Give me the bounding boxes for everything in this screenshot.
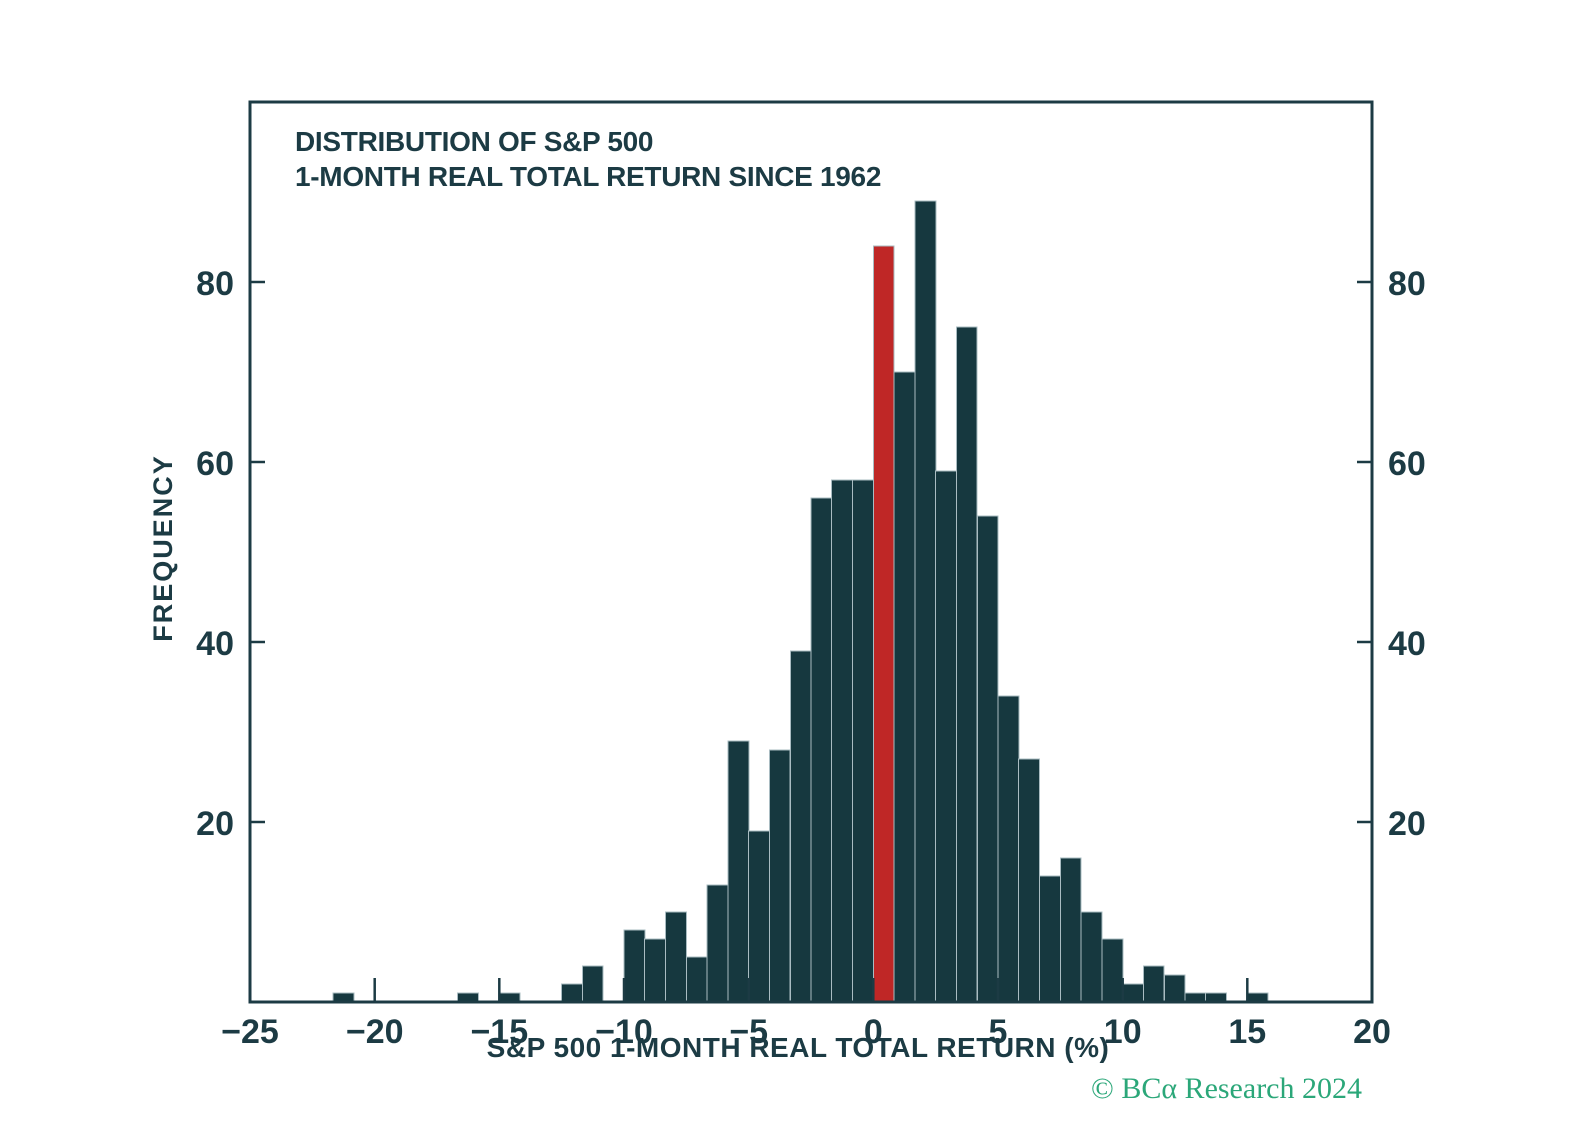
histogram-bar — [1101, 938, 1124, 1003]
histogram-bar — [581, 965, 604, 1003]
y-tick-label-left: 20 — [196, 805, 234, 843]
y-tick-label-left: 80 — [196, 265, 234, 303]
y-tick-label-right: 60 — [1388, 445, 1426, 483]
y-tick-label-right: 20 — [1388, 805, 1426, 843]
histogram-bar — [1059, 857, 1082, 1003]
histogram-bar — [935, 470, 958, 1003]
x-tick-label: 15 — [1228, 1013, 1266, 1051]
histogram-bar — [768, 749, 791, 1003]
x-tick-label: 20 — [1353, 1013, 1391, 1051]
y-tick-label-left: 60 — [196, 445, 234, 483]
chart-title-line2: 1-MONTH REAL TOTAL RETURN SINCE 1962 — [295, 161, 881, 192]
histogram-bar — [706, 884, 729, 1003]
histogram-bar — [561, 983, 584, 1003]
histogram-bar — [852, 479, 874, 1003]
histogram-bar — [955, 326, 978, 1003]
histogram-bar — [893, 371, 916, 1003]
x-tick-label: −20 — [346, 1013, 404, 1051]
histogram-bar — [1142, 965, 1165, 1003]
y-tick-label-right: 80 — [1388, 265, 1426, 303]
histogram-bar — [1018, 758, 1041, 1003]
x-tick-label: −10 — [595, 1013, 653, 1051]
histogram-bar — [748, 830, 771, 1003]
histogram-bar — [1039, 875, 1061, 1003]
x-tick-label: −5 — [729, 1013, 768, 1051]
histogram-bar — [831, 479, 854, 1003]
histogram-bar — [1080, 911, 1103, 1003]
highlight-bar — [872, 245, 895, 1003]
x-tick-label: −15 — [470, 1013, 528, 1051]
y-tick-label-right: 40 — [1388, 625, 1426, 663]
histogram-bar — [685, 956, 708, 1003]
x-axis-title: S&P 500 1-MONTH REAL TOTAL RETURN (%) — [487, 1032, 1110, 1063]
histogram-bar — [976, 515, 999, 1003]
histogram-bar — [665, 911, 687, 1003]
histogram-bar — [914, 200, 937, 1003]
histogram-bar — [727, 740, 750, 1003]
histogram-bar — [997, 695, 1020, 1003]
y-tick-label-left: 40 — [196, 625, 234, 663]
chart-title-line1: DISTRIBUTION OF S&P 500 — [295, 126, 653, 157]
histogram-bar — [623, 929, 646, 1003]
copyright-notice: © BCα Research 2024 — [1091, 1072, 1362, 1105]
histogram-bar — [1122, 983, 1144, 1003]
plot-frame — [248, 100, 1374, 1004]
histogram-bar — [789, 650, 812, 1003]
y-axis-title: FREQUENCY — [148, 454, 178, 642]
x-tick-label: 5 — [989, 1013, 1008, 1051]
axis-ticks: −25 −20 −15 −10 −5 0 5 10 15 20 20 20 40 40 60 60 80 80 — [196, 265, 1426, 1051]
histogram-bar — [810, 497, 833, 1003]
histogram-bar — [644, 938, 667, 1003]
x-tick-label: 0 — [864, 1013, 883, 1051]
x-tick-label: 10 — [1104, 1013, 1142, 1051]
histogram-bar — [1163, 974, 1186, 1003]
x-tick-label: −25 — [221, 1013, 279, 1051]
histogram-bars — [332, 200, 1269, 1003]
